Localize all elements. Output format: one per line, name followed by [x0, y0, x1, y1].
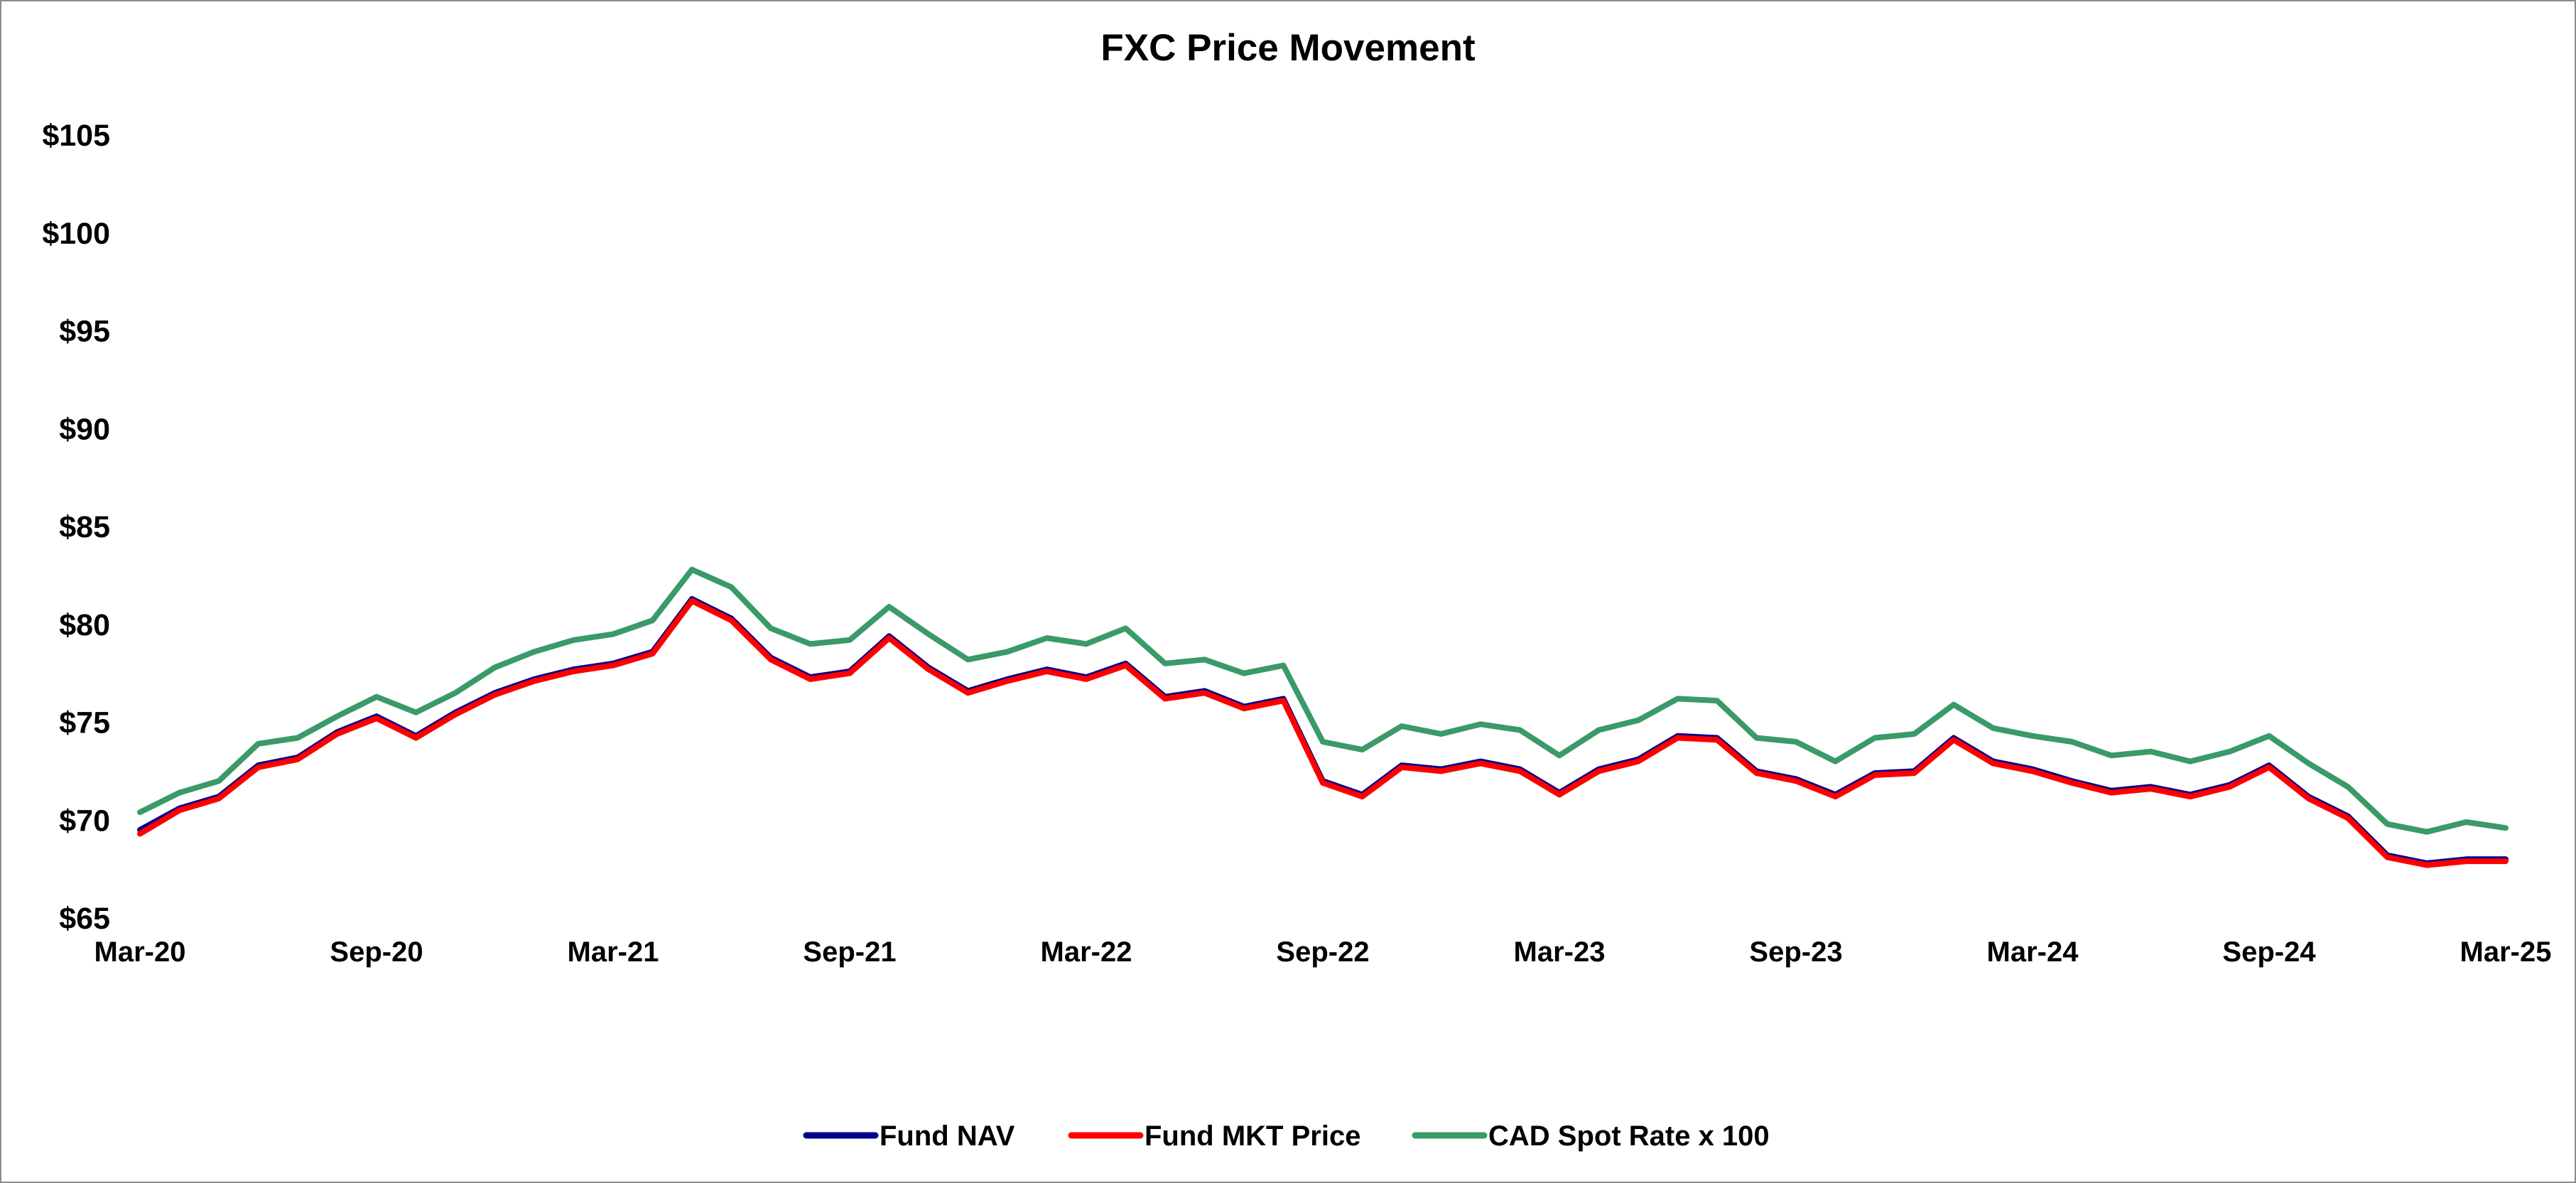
chart-title: FXC Price Movement — [1100, 27, 1475, 69]
series-lines — [137, 566, 2509, 868]
legend-label: Fund NAV — [880, 1120, 1015, 1152]
x-tick-label: Mar-23 — [1514, 936, 1606, 968]
y-tick-label: $105 — [42, 119, 110, 153]
y-tick-label: $70 — [59, 804, 110, 838]
y-tick-label: $95 — [59, 315, 110, 349]
legend: Fund NAV Fund MKT Price CAD Spot Rate x 10… — [803, 1120, 1770, 1152]
x-tick-label: Sep-22 — [1276, 936, 1369, 968]
y-axis-labels: $65 $70 $75 $80 $85 $90 $95 $100 $105 — [42, 119, 110, 936]
series-line-1 — [137, 598, 2509, 868]
legend-label: CAD Spot Rate x 100 — [1488, 1120, 1770, 1152]
x-tick-label: Sep-20 — [330, 936, 423, 968]
x-tick-label: Sep-24 — [2222, 936, 2316, 968]
y-tick-label: $85 — [59, 510, 110, 544]
series-line-2 — [137, 566, 2509, 835]
series-line-0 — [137, 595, 2509, 866]
x-tick-label: Sep-21 — [803, 936, 896, 968]
x-axis-labels: Mar-20 Sep-20 Mar-21 Sep-21 Mar-22 Sep-22 Mar-… — [94, 936, 2552, 968]
x-tick-label: Mar-21 — [568, 936, 659, 968]
x-tick-label: Mar-25 — [2460, 936, 2552, 968]
y-tick-label: $90 — [59, 412, 110, 446]
x-tick-label: Mar-20 — [94, 936, 186, 968]
y-tick-label: $65 — [59, 902, 110, 936]
x-tick-label: Mar-22 — [1041, 936, 1132, 968]
y-tick-label: $80 — [59, 608, 110, 642]
y-tick-label: $100 — [42, 217, 110, 251]
x-tick-label: Mar-24 — [1987, 936, 2079, 968]
x-tick-label: Sep-23 — [1749, 936, 1842, 968]
y-tick-label: $75 — [59, 706, 110, 740]
legend-label: Fund MKT Price — [1144, 1120, 1360, 1152]
